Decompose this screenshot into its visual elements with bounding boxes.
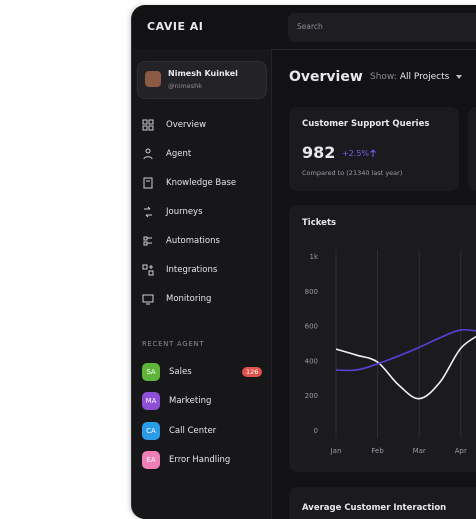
interaction-card: Average Customer Interaction (289, 487, 476, 519)
page-title: Overview (289, 69, 363, 85)
nav-label: Integrations (166, 265, 218, 275)
nav-label: Monitoring (166, 294, 212, 304)
series-line (335, 335, 476, 400)
chart: Tickets 0 200 400 600 800 1k Jan Feb Mar Apr (302, 218, 476, 455)
agent-avatar: SA (142, 363, 160, 381)
nav-icon (143, 236, 152, 246)
user-name: Nimesh Kuinkel (168, 69, 238, 78)
x-tick-label: Apr (455, 447, 467, 455)
agent-item[interactable]: CA Call Center (142, 421, 216, 441)
nav-icon (142, 294, 154, 305)
agent-name: Error Handling (169, 455, 231, 465)
nav-item[interactable]: Agent (142, 144, 191, 164)
nav-icon (142, 119, 154, 131)
chart-title: Tickets (302, 218, 336, 228)
nav-label: Overview (166, 120, 207, 130)
series-line (335, 328, 476, 372)
section-heading: RECENT AGENT (142, 340, 205, 348)
stat-card (468, 107, 476, 191)
agent-avatar: EA (142, 451, 160, 469)
user-card[interactable]: Nimesh Kuinkel @nimeshk (137, 61, 267, 99)
nav-item[interactable]: Overview (142, 115, 206, 135)
y-tick-label: 200 (305, 392, 318, 400)
agent-badge: 126 (242, 367, 263, 377)
nav-label: Journeys (166, 207, 203, 217)
nav-label: Knowledge Base (166, 178, 237, 188)
stat-change: +2.5% (342, 149, 377, 158)
agent-item[interactable]: SA Sales (142, 362, 192, 382)
sidebar (132, 49, 272, 519)
stat-note: Compared to (21340 last year) (302, 169, 403, 177)
search-box[interactable]: Search (288, 13, 476, 42)
top-bar (132, 5, 476, 50)
logo: CAVIE AI (147, 20, 204, 33)
user-avatar (145, 71, 161, 87)
stat-change-text: +2.5% (342, 149, 370, 158)
y-tick-label: 0 (314, 427, 318, 435)
x-tick-label: Jan (330, 447, 342, 455)
agent-name: Sales (169, 367, 192, 377)
y-tick-label: 1k (309, 253, 318, 261)
nav-label: Automations (166, 236, 220, 246)
nav-icon (143, 177, 153, 189)
search-placeholder: Search (297, 22, 323, 31)
app-window: CAVIE AI Search Nimesh Kuinkel @nimeshk … (131, 5, 476, 519)
agent-item[interactable]: EA Error Handling (142, 450, 230, 470)
plot (335, 250, 476, 438)
nav-item[interactable]: Knowledge Base (142, 173, 236, 193)
project-filter[interactable]: Show: All Projects (370, 72, 464, 82)
filter-label: Show: (370, 72, 397, 82)
chart-card: Tickets 0 200 400 600 800 1k Jan Feb Mar Apr (289, 205, 476, 472)
nav-icon (143, 148, 153, 160)
dropdown-icon (456, 75, 463, 79)
card-title: Average Customer Interaction (302, 503, 447, 513)
up-arrow (370, 149, 376, 157)
x-tick-label: Feb (371, 447, 384, 455)
nav-icon (142, 264, 154, 276)
stat-value: 982 (302, 143, 336, 162)
nav-label: Agent (166, 149, 192, 159)
stat-card: Customer Support Queries 982 +2.5% Compa… (289, 107, 459, 191)
nav-item[interactable]: Integrations (142, 260, 217, 280)
agent-name: Marketing (169, 396, 212, 406)
agent-avatar: CA (142, 422, 160, 440)
x-tick-label: Mar (413, 447, 426, 455)
nav-item[interactable]: Automations (142, 231, 220, 251)
agent-item[interactable]: MA Marketing (142, 391, 211, 411)
user-handle: @nimeshk (168, 82, 203, 90)
stat-title: Customer Support Queries (302, 119, 430, 129)
y-tick-label: 800 (305, 288, 318, 296)
y-tick-label: 600 (305, 323, 318, 331)
nav-item[interactable]: Journeys (142, 202, 203, 222)
agent-avatar: MA (142, 392, 160, 410)
nav-icon (144, 206, 152, 218)
filter-value: All Projects (399, 72, 450, 82)
y-tick-label: 400 (305, 357, 318, 365)
agent-name: Call Center (169, 426, 217, 436)
nav-item[interactable]: Monitoring (142, 289, 211, 309)
